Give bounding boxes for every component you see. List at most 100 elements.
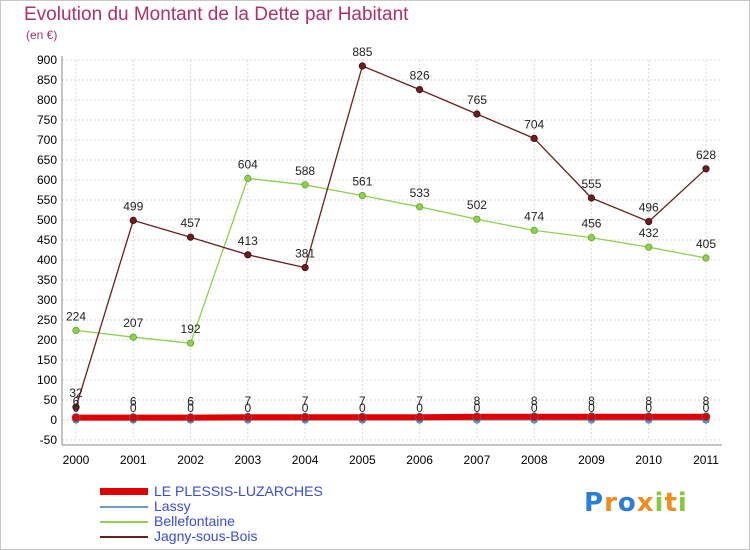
- legend-swatch: [100, 521, 148, 523]
- y-tick-label: 0: [50, 413, 57, 427]
- x-tick-label: 2011: [693, 453, 719, 467]
- x-tick-label: 2010: [635, 453, 662, 467]
- data-point: [415, 412, 425, 422]
- y-tick-label: 800: [37, 93, 57, 107]
- data-label: 496: [639, 201, 659, 215]
- y-tick-label: 50: [44, 393, 58, 407]
- data-label: 474: [524, 209, 544, 223]
- series-line-jagny-sous-bois: [75, 65, 707, 408]
- data-label: 555: [581, 177, 601, 191]
- data-label: 588: [295, 164, 315, 178]
- data-label: 0: [474, 401, 481, 415]
- data-label: 8: [588, 394, 595, 408]
- chart-subtitle: (en €): [26, 28, 58, 42]
- data-point: [530, 226, 538, 234]
- data-label: 381: [295, 247, 315, 261]
- data-point: [587, 412, 596, 422]
- data-point: [301, 263, 309, 272]
- y-tick-label: 850: [37, 73, 57, 87]
- y-tick-label: 450: [37, 233, 57, 247]
- data-label: 7: [359, 394, 366, 408]
- x-tick-label: 2005: [349, 453, 376, 467]
- legend-swatch: [100, 536, 148, 538]
- data-point: [128, 413, 138, 423]
- data-label: 826: [410, 69, 430, 83]
- y-tick-label: 150: [37, 353, 57, 367]
- logo-letter: i: [654, 488, 665, 518]
- data-label: 0: [645, 401, 652, 415]
- data-label: 0: [73, 401, 80, 415]
- y-tick-label: 750: [37, 113, 57, 127]
- data-label: 499: [123, 199, 143, 213]
- data-point: [472, 412, 482, 422]
- data-point: [416, 203, 424, 211]
- data-label: 6: [73, 395, 80, 409]
- data-point: [702, 254, 710, 262]
- data-point: [473, 215, 481, 223]
- data-label: 704: [524, 117, 544, 131]
- data-label: 7: [244, 394, 251, 408]
- data-label: 765: [467, 93, 487, 107]
- data-label: 207: [123, 316, 143, 330]
- data-label: 0: [359, 401, 366, 415]
- logo-letter: i: [677, 488, 688, 518]
- y-tick-label: 400: [37, 253, 57, 267]
- x-tick-label: 2009: [578, 453, 605, 467]
- data-point: [587, 194, 596, 202]
- data-label: 8: [645, 394, 652, 408]
- data-point: [300, 412, 310, 422]
- data-label: 32: [69, 386, 83, 400]
- data-point: [701, 412, 711, 422]
- data-point: [644, 412, 654, 422]
- legend-label: Lassy: [154, 498, 191, 514]
- data-point: [702, 165, 710, 173]
- data-label: 0: [531, 401, 538, 415]
- data-point: [645, 218, 653, 226]
- data-label: 192: [181, 322, 201, 336]
- data-point: [186, 413, 195, 423]
- data-label: 456: [581, 217, 601, 231]
- data-point: [243, 412, 253, 422]
- data-label: 885: [352, 45, 372, 59]
- data-point: [244, 174, 252, 182]
- data-label: 8: [474, 394, 481, 408]
- data-point: [357, 412, 367, 422]
- logo-letter: P: [584, 488, 605, 518]
- data-label: 0: [302, 401, 309, 415]
- data-point: [358, 62, 366, 70]
- data-label: 0: [187, 401, 194, 415]
- logo-letter: t: [664, 488, 678, 518]
- legend-label: Jagny-sous-Bois: [154, 528, 258, 544]
- proxiti-logo: Proxiti: [584, 488, 688, 518]
- data-label: 0: [244, 401, 251, 415]
- data-point: [473, 110, 481, 118]
- data-label: 533: [410, 186, 430, 200]
- data-label: 405: [696, 237, 716, 251]
- y-tick-label: 200: [37, 333, 57, 347]
- data-label: 561: [352, 175, 372, 189]
- data-label: 8: [703, 394, 710, 408]
- y-tick-label: 350: [37, 273, 57, 287]
- y-tick-label: 600: [37, 173, 57, 187]
- data-point: [72, 403, 80, 411]
- y-tick-label: 650: [37, 153, 57, 167]
- y-tick-label: 550: [37, 193, 57, 207]
- data-label: 0: [416, 401, 423, 415]
- data-point: [587, 234, 596, 242]
- legend-swatch: [100, 488, 148, 495]
- data-label: 413: [238, 234, 258, 248]
- data-point: [529, 412, 539, 422]
- x-tick-label: 2008: [521, 453, 548, 467]
- data-point: [530, 134, 538, 142]
- data-point: [244, 251, 252, 259]
- y-tick-label: 500: [37, 213, 57, 227]
- data-point: [129, 216, 137, 224]
- y-tick-label: 100: [37, 373, 57, 387]
- data-label: 457: [181, 216, 201, 230]
- data-label: 6: [187, 395, 194, 409]
- data-point: [358, 192, 366, 200]
- data-label: 628: [696, 148, 716, 162]
- data-label: 502: [467, 198, 487, 212]
- data-point: [129, 333, 137, 341]
- chart-title: Evolution du Montant de la Dette par Hab…: [24, 4, 409, 25]
